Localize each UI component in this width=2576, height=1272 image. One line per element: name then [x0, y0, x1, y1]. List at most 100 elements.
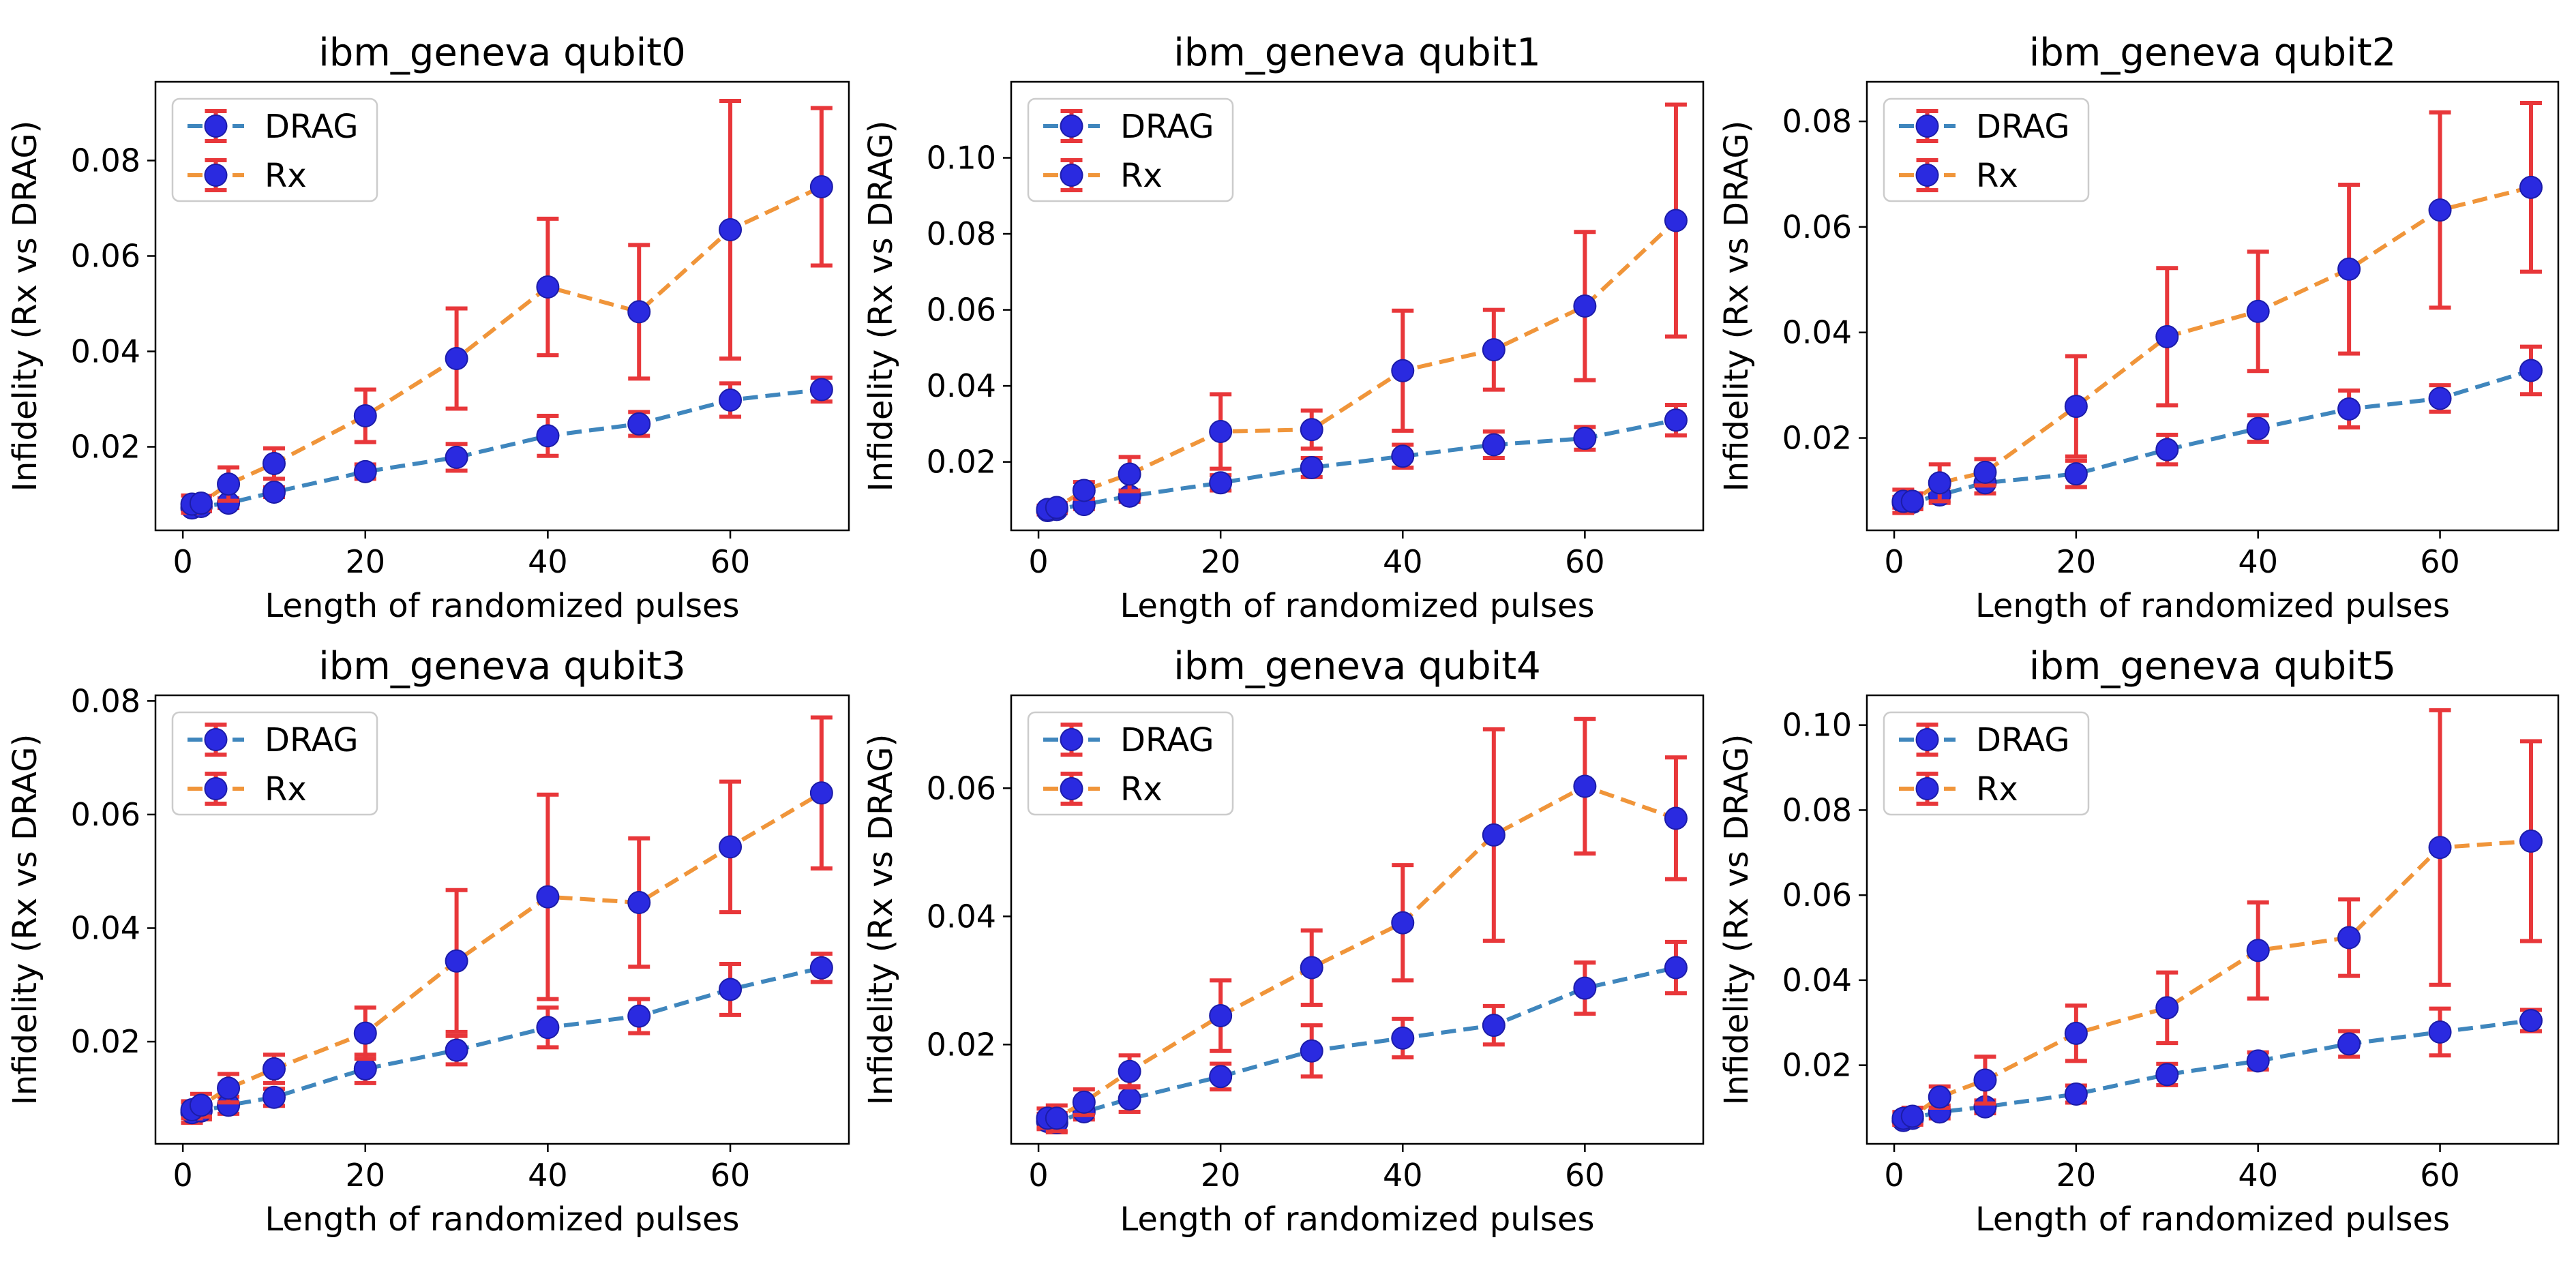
data-point: [353, 1057, 377, 1081]
legend-marker: [204, 728, 228, 751]
legend-label: Rx: [265, 157, 307, 195]
x-tick-label: 60: [1565, 1157, 1605, 1194]
data-point: [445, 949, 468, 973]
data-point: [2246, 299, 2270, 323]
x-axis-label: Length of randomized pulses: [1975, 587, 2450, 625]
data-point: [262, 1057, 286, 1081]
data-point: [627, 891, 651, 915]
data-point: [2428, 387, 2452, 410]
plot-frame: [154, 694, 850, 1145]
legend-marker: [1915, 777, 1939, 800]
series-rx: [180, 99, 833, 516]
data-point: [627, 412, 651, 436]
series-line: [1047, 219, 1677, 512]
y-tick-label: 0.04: [71, 909, 140, 946]
data-point: [536, 424, 560, 448]
x-tick-label: 60: [710, 543, 751, 580]
x-tick-label: 60: [2420, 1157, 2460, 1194]
data-point: [2155, 324, 2179, 348]
y-tick-label: 0.08: [1782, 791, 1852, 828]
series-line: [1903, 185, 2532, 504]
y-tick-label: 0.06: [927, 292, 996, 329]
legend-item-drag: DRAG: [188, 108, 359, 146]
subplot-3: ibm_geneva qubit3 0 20 40 60 0.02 0.04 0.06 0.08…: [6, 644, 850, 1239]
data-point: [1900, 489, 1924, 513]
series-rx: [1036, 716, 1688, 1134]
data-point: [2337, 1032, 2361, 1056]
data-point: [1928, 471, 1951, 495]
y-tick-label: 0.02: [1782, 420, 1852, 457]
data-point: [2428, 836, 2452, 860]
legend-label: Rx: [1976, 770, 2018, 808]
x-tick-label: 0: [1884, 543, 1904, 580]
subplot-title: ibm_geneva qubit1: [1173, 31, 1541, 75]
legend-item-rx: Rx: [1899, 770, 2018, 808]
subplot-title: ibm_geneva qubit3: [318, 644, 686, 688]
data-point: [809, 378, 833, 402]
y-tick-label: 0.06: [71, 796, 140, 833]
legend-marker: [1915, 115, 1939, 138]
data-point: [719, 978, 743, 1001]
data-point: [1664, 806, 1688, 830]
series-line: [192, 387, 822, 511]
series-line: [1047, 784, 1677, 1121]
series-drag: [1036, 402, 1688, 523]
data-point: [1482, 1014, 1506, 1038]
y-tick-label: 0.08: [71, 142, 140, 179]
y-axis-label: Infidelity (Rx vs DRAG): [1718, 734, 1756, 1106]
data-point: [2064, 1082, 2088, 1106]
data-point: [2519, 1009, 2543, 1033]
subplot-5: ibm_geneva qubit5 0 20 40 60 0.02 0.04 0.06 0.08…: [1718, 644, 2560, 1239]
data-point: [1482, 823, 1506, 847]
plot-frame: [1010, 80, 1705, 532]
subplot-4: ibm_geneva qubit4 0 20 40 60 0.02 0.04 0.06 Leng…: [862, 644, 1705, 1239]
data-point: [536, 885, 560, 909]
series-line: [1047, 965, 1677, 1125]
y-tick-label: 0.06: [1782, 209, 1852, 245]
y-tick-label: 0.06: [71, 238, 140, 275]
legend-label: DRAG: [1976, 721, 2070, 759]
data-point: [262, 452, 286, 475]
legend-marker: [1915, 728, 1939, 751]
legend-item-rx: Rx: [188, 157, 307, 195]
data-point: [1573, 976, 1597, 1000]
y-axis-label: Infidelity (Rx vs DRAG): [862, 121, 900, 492]
y-tick-label: 0.04: [1782, 314, 1852, 351]
data-point: [189, 1093, 213, 1117]
data-point: [1209, 1065, 1233, 1089]
legend: DRAG Rx: [171, 711, 378, 816]
data-point: [2519, 175, 2543, 199]
data-point: [2519, 359, 2543, 382]
legend-marker: [1060, 777, 1083, 800]
legend-label: DRAG: [265, 108, 359, 146]
legend: DRAG Rx: [1027, 97, 1234, 202]
subplot-0: ibm_geneva qubit0 0 20 40 60 0.02 0.04 0.06 0.08…: [6, 31, 850, 625]
legend-marker: [1060, 164, 1083, 187]
series-rx: [1891, 708, 2543, 1130]
data-point: [2337, 257, 2361, 281]
series-line: [1902, 838, 2532, 1121]
data-point: [1045, 1106, 1068, 1130]
data-point: [719, 218, 743, 241]
y-axis-label: Infidelity (Rx vs DRAG): [1718, 121, 1756, 492]
data-point: [1573, 294, 1597, 318]
data-point: [1391, 444, 1415, 468]
data-point: [1973, 1068, 1997, 1092]
data-point: [445, 445, 468, 469]
x-tick-label: 0: [173, 1157, 193, 1194]
legend-item-rx: Rx: [1043, 770, 1163, 808]
x-tick-label: 0: [1884, 1157, 1904, 1194]
plot-frame: [1866, 80, 2560, 532]
data-point: [536, 1016, 560, 1040]
data-point: [353, 404, 377, 427]
data-point: [1482, 338, 1506, 362]
data-point: [1072, 479, 1096, 502]
data-point: [445, 1038, 468, 1062]
data-point: [1391, 1026, 1415, 1050]
data-point: [189, 491, 213, 515]
data-point: [353, 1021, 377, 1045]
y-axis-label: Infidelity (Rx vs DRAG): [862, 734, 900, 1106]
data-point: [1118, 462, 1141, 486]
x-tick-label: 40: [528, 543, 568, 580]
